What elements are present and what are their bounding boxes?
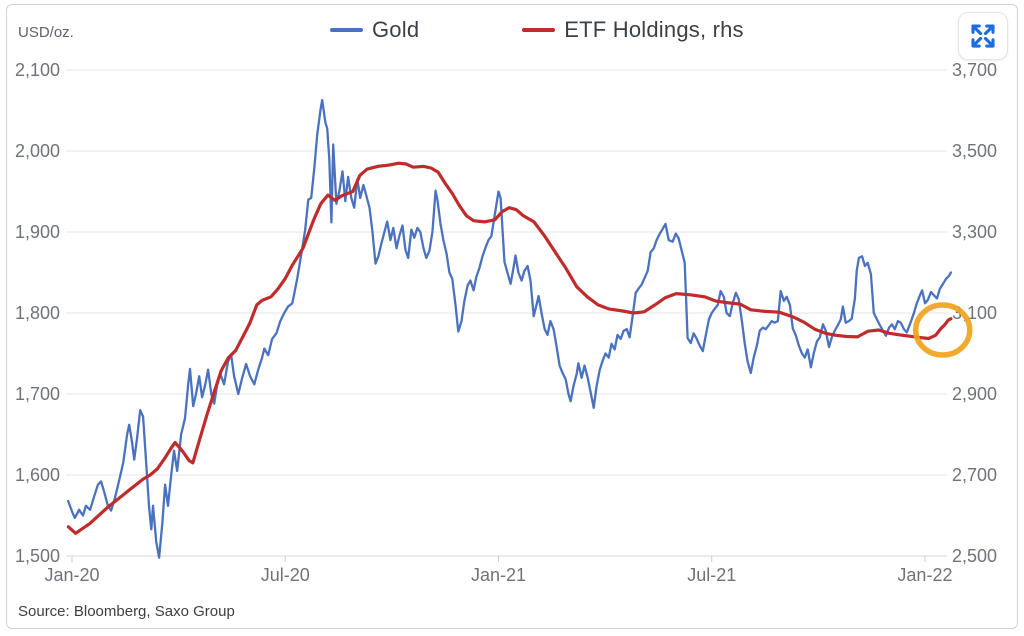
right-axis-tick-label: 3,300 bbox=[952, 222, 997, 242]
expand-button[interactable] bbox=[958, 12, 1008, 60]
etf-line-swatch bbox=[522, 28, 556, 32]
highlight-circle-annotation bbox=[912, 302, 973, 358]
x-axis-tick-label: Jul-20 bbox=[261, 565, 310, 585]
left-axis-tick-label: 2,000 bbox=[15, 141, 60, 161]
legend-item-etf-holdings[interactable]: ETF Holdings, rhs bbox=[522, 17, 744, 43]
legend-label-gold: Gold bbox=[372, 17, 420, 42]
chart-legend: Gold ETF Holdings, rhs bbox=[330, 17, 744, 43]
x-axis-tick-label: Jan-22 bbox=[897, 565, 952, 585]
gold-line-series bbox=[66, 98, 953, 559]
legend-item-gold[interactable]: Gold bbox=[330, 17, 419, 43]
right-axis-tick-label: 3,700 bbox=[952, 60, 997, 80]
left-axis-tick-label: 1,800 bbox=[15, 303, 60, 323]
chart-card bbox=[6, 4, 1018, 629]
right-axis-tick-label: 2,700 bbox=[952, 465, 997, 485]
left-axis-tick-label: 1,500 bbox=[15, 546, 60, 566]
left-axis-tick-label: 2,100 bbox=[15, 60, 60, 80]
left-axis-tick-label: 1,900 bbox=[15, 222, 60, 242]
left-axis-tick-label: 1,700 bbox=[15, 384, 60, 404]
right-axis-tick-label: 2,900 bbox=[952, 384, 997, 404]
legend-label-etf-holdings: ETF Holdings, rhs bbox=[564, 17, 744, 42]
right-axis-tick-label: 3,500 bbox=[952, 141, 997, 161]
x-axis-tick-label: Jul-21 bbox=[687, 565, 736, 585]
source-text: Source: Bloomberg, Saxo Group bbox=[18, 603, 235, 620]
etf-holdings-line-series bbox=[66, 161, 953, 535]
right-axis-tick-label: 2,500 bbox=[952, 546, 997, 566]
left-axis-tick-label: 1,600 bbox=[15, 465, 60, 485]
expand-arrows-icon bbox=[971, 24, 995, 48]
gold-line-swatch bbox=[330, 28, 363, 32]
x-axis-tick-label: Jan-20 bbox=[44, 565, 99, 585]
x-axis-tick-label: Jan-21 bbox=[471, 565, 526, 585]
left-axis-unit-label: USD/oz. bbox=[18, 24, 74, 41]
